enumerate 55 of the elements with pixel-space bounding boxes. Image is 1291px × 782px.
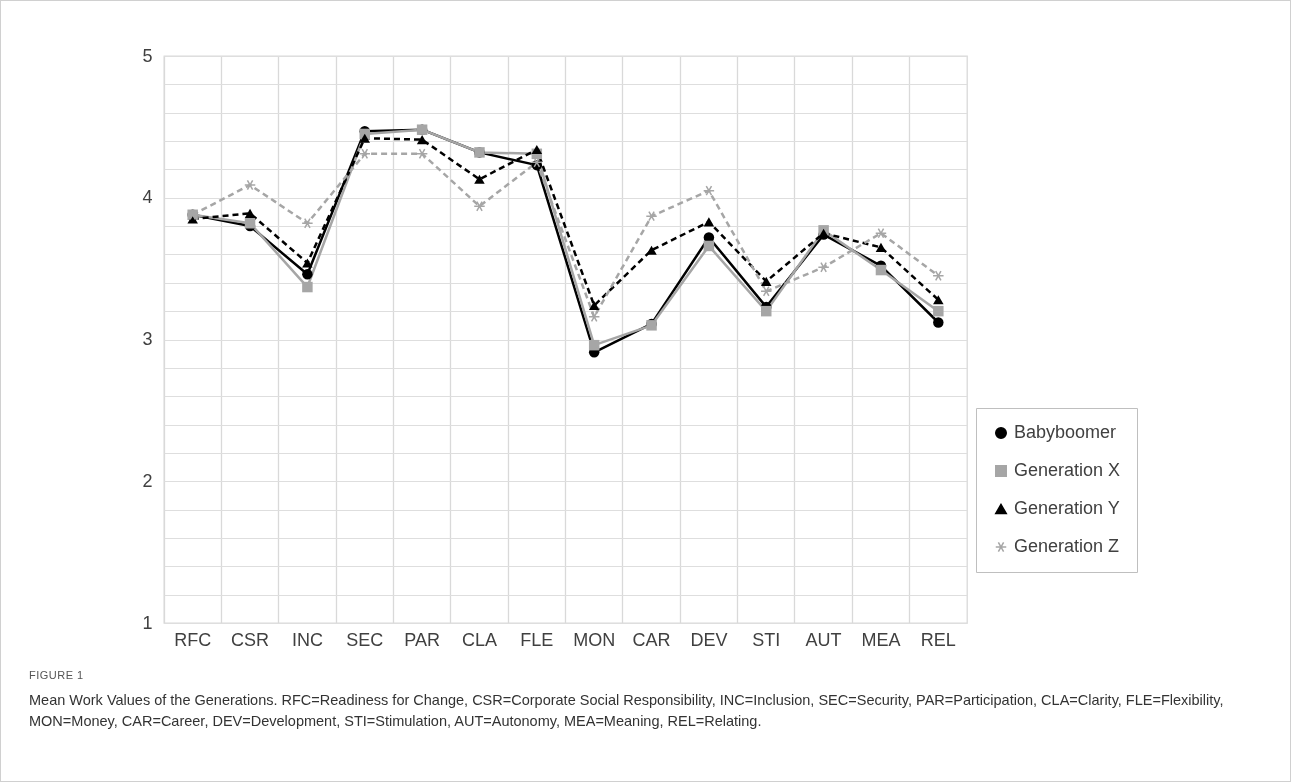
x-tick-label: CAR bbox=[632, 629, 671, 650]
x-tick-label: INC bbox=[291, 629, 323, 650]
legend-label: Generation Z bbox=[1014, 536, 1120, 556]
point bbox=[703, 240, 715, 252]
point bbox=[301, 217, 314, 229]
point bbox=[302, 281, 313, 293]
y-tick-label: 2 bbox=[142, 470, 153, 491]
x-tick-label: CLA bbox=[461, 629, 497, 650]
x-tick-label: STI bbox=[752, 629, 781, 650]
x-tick-label: MEA bbox=[861, 629, 901, 650]
point bbox=[645, 210, 658, 222]
point bbox=[933, 295, 944, 305]
point bbox=[474, 174, 485, 184]
x-tick-label: RFC bbox=[174, 629, 212, 650]
point bbox=[588, 339, 600, 351]
caption: FIGURE 1 bbox=[29, 668, 85, 683]
x-tick-label: MON bbox=[573, 629, 616, 650]
point bbox=[244, 179, 257, 191]
point bbox=[933, 305, 944, 317]
y-tick-label: 3 bbox=[142, 329, 153, 349]
x-tick-label: FLE bbox=[520, 629, 554, 650]
point bbox=[416, 148, 429, 160]
point bbox=[359, 133, 370, 143]
point bbox=[760, 285, 773, 297]
x-tick-label: DEV bbox=[690, 629, 728, 650]
legend-label: Generation Y bbox=[1014, 498, 1120, 518]
point bbox=[531, 145, 543, 155]
point bbox=[646, 245, 657, 255]
point bbox=[702, 185, 715, 196]
x-tick-label: PAR bbox=[404, 629, 440, 650]
point bbox=[302, 269, 313, 280]
y-tick-label: 5 bbox=[142, 45, 153, 66]
point bbox=[875, 264, 887, 276]
point bbox=[933, 317, 944, 328]
point bbox=[703, 217, 715, 227]
text: Mean Work Values of the Generations. RFC=Readiness for Change, CSR=Corporate Social Responsibility, INC=Inclusion, SEC=Security, PAR=Participation, CLA=Clarity, FLE=Flexibility, MON=Money, CAR=Career, DEV=Development, STI=Stimulation, AUT=Autonomy, MEA=Meaning, REL=Relating. bbox=[29, 691, 1225, 731]
y-tick-label: 1 bbox=[142, 612, 153, 633]
x-tick-label: REL bbox=[920, 629, 956, 650]
point bbox=[588, 311, 601, 323]
legend-label: Generation X bbox=[1014, 460, 1121, 480]
x-tick-label: CSR bbox=[231, 629, 270, 650]
point bbox=[874, 227, 887, 239]
legend-label: Babyboomer bbox=[1014, 422, 1117, 442]
point bbox=[875, 242, 887, 252]
point bbox=[932, 270, 945, 282]
x-tick-label: SEC bbox=[346, 629, 384, 650]
point bbox=[761, 276, 772, 286]
x-tick-label: AUT bbox=[805, 629, 842, 650]
y-tick-label: 4 bbox=[142, 187, 153, 208]
point bbox=[473, 200, 486, 212]
point bbox=[817, 261, 830, 273]
point bbox=[761, 305, 772, 317]
point bbox=[588, 300, 600, 311]
point bbox=[416, 135, 428, 145]
point bbox=[358, 148, 371, 160]
